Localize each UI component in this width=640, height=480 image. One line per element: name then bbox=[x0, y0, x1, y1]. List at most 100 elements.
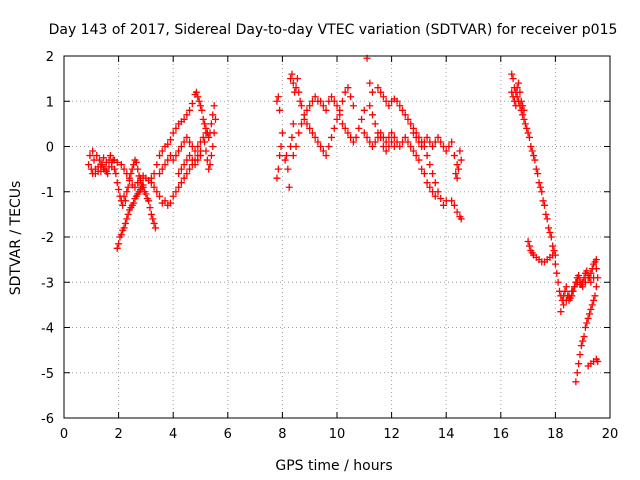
data-point bbox=[368, 143, 376, 150]
data-point bbox=[355, 124, 363, 132]
data-point bbox=[180, 115, 188, 123]
data-point bbox=[188, 100, 196, 108]
data-point bbox=[426, 161, 434, 169]
data-point bbox=[341, 88, 349, 96]
data-point bbox=[341, 124, 349, 132]
data-point bbox=[352, 133, 360, 141]
data-point bbox=[426, 183, 434, 191]
data-point bbox=[527, 143, 535, 150]
data-point bbox=[300, 111, 308, 119]
data-point bbox=[542, 210, 550, 218]
data-point bbox=[333, 102, 341, 110]
data-point bbox=[111, 165, 119, 173]
data-point bbox=[205, 165, 213, 173]
data-point bbox=[415, 156, 423, 164]
data-point bbox=[543, 215, 551, 223]
data-point bbox=[594, 274, 602, 282]
data-point bbox=[197, 102, 204, 110]
data-point bbox=[396, 102, 404, 110]
data-point bbox=[191, 147, 199, 155]
data-point bbox=[431, 192, 439, 200]
data-point bbox=[212, 115, 220, 123]
data-point bbox=[349, 138, 357, 146]
y-tick-label: -2 bbox=[41, 231, 54, 246]
data-point bbox=[429, 188, 437, 196]
data-point bbox=[117, 161, 125, 169]
data-point bbox=[423, 152, 431, 160]
data-point bbox=[112, 170, 120, 178]
data-point bbox=[374, 84, 382, 92]
data-point bbox=[169, 129, 177, 137]
data-point bbox=[192, 88, 200, 96]
data-point bbox=[293, 75, 301, 83]
data-point bbox=[517, 97, 525, 105]
data-point bbox=[194, 143, 202, 150]
data-point bbox=[89, 147, 97, 155]
y-tick-label: 0 bbox=[46, 141, 54, 156]
data-point bbox=[581, 324, 589, 331]
data-point bbox=[344, 129, 352, 137]
data-point bbox=[158, 147, 166, 155]
data-point bbox=[180, 174, 188, 182]
data-point bbox=[568, 287, 576, 295]
data-point bbox=[360, 106, 368, 114]
data-point bbox=[156, 192, 164, 200]
data-point bbox=[295, 88, 303, 96]
data-point bbox=[390, 133, 398, 141]
data-point bbox=[554, 278, 562, 286]
data-point bbox=[407, 143, 415, 150]
data-point bbox=[161, 197, 169, 205]
data-point bbox=[201, 120, 209, 128]
data-point bbox=[298, 102, 306, 110]
data-point bbox=[549, 251, 557, 259]
y-tick-label: -3 bbox=[41, 276, 54, 291]
data-point bbox=[177, 165, 185, 173]
grid-lines bbox=[64, 56, 610, 418]
data-point bbox=[317, 143, 325, 150]
data-point bbox=[368, 111, 376, 119]
data-point bbox=[409, 129, 417, 137]
data-point bbox=[571, 283, 579, 291]
data-point bbox=[149, 215, 157, 223]
data-point bbox=[209, 143, 217, 150]
data-point bbox=[207, 152, 215, 160]
data-point bbox=[123, 215, 131, 223]
data-point bbox=[393, 97, 401, 105]
data-point bbox=[153, 188, 161, 196]
data-point bbox=[515, 79, 523, 87]
y-tick-label: -1 bbox=[41, 186, 54, 201]
data-point bbox=[274, 93, 282, 101]
data-point bbox=[377, 129, 385, 137]
data-point bbox=[303, 120, 311, 128]
data-point bbox=[322, 152, 330, 160]
data-point bbox=[147, 174, 155, 182]
data-point bbox=[93, 152, 101, 160]
data-point bbox=[457, 215, 465, 223]
data-point bbox=[521, 120, 529, 128]
data-point bbox=[439, 201, 447, 209]
data-point bbox=[509, 75, 517, 83]
data-point bbox=[285, 183, 293, 191]
x-tick-label: 10 bbox=[329, 427, 346, 442]
data-point bbox=[547, 233, 555, 241]
data-point bbox=[358, 115, 366, 123]
data-point bbox=[579, 337, 587, 345]
data-point bbox=[203, 156, 211, 164]
data-point bbox=[139, 181, 147, 189]
data-point bbox=[276, 152, 284, 160]
data-point bbox=[131, 183, 139, 191]
data-point bbox=[191, 161, 199, 169]
data-point bbox=[401, 111, 409, 119]
data-point bbox=[186, 138, 194, 146]
data-point bbox=[448, 138, 456, 146]
data-point bbox=[592, 283, 600, 291]
y-tick-label: 2 bbox=[46, 50, 54, 65]
data-point bbox=[287, 75, 295, 83]
data-point bbox=[296, 97, 304, 105]
data-point bbox=[382, 138, 390, 146]
data-point bbox=[546, 228, 554, 236]
data-point bbox=[175, 183, 183, 191]
data-point bbox=[562, 283, 570, 291]
data-point bbox=[573, 369, 581, 377]
data-point bbox=[520, 106, 528, 114]
